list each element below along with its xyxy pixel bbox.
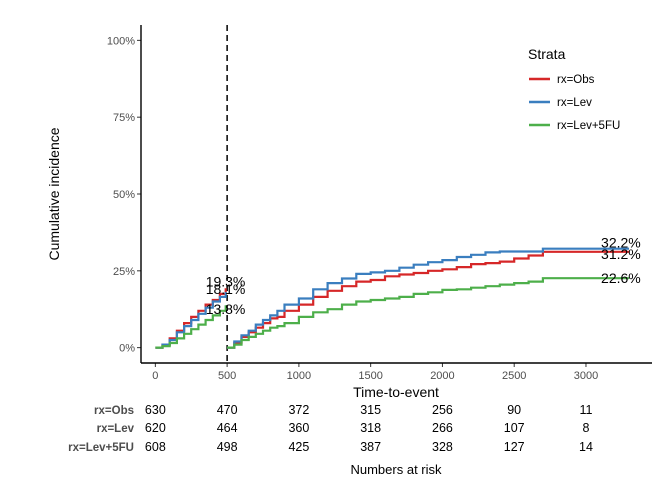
x-tick-label: 0 — [152, 370, 158, 382]
x-tick-label: 1500 — [358, 370, 382, 382]
risk-value: 608 — [145, 440, 166, 454]
risk-row-label: rx=Obs — [94, 405, 134, 417]
risk-row-label: rx=Lev — [97, 423, 135, 435]
risk-value: 127 — [504, 440, 525, 454]
risk-value: 360 — [288, 421, 309, 435]
risk-value: 372 — [288, 403, 309, 417]
y-tick-label: 25% — [113, 266, 135, 278]
end-label-rx-lev-5fu-final: 22.6% — [601, 270, 641, 286]
legend: Strata rx=Obs rx=Lev rx=Lev+5FU — [528, 46, 620, 132]
x-tick-label: 2000 — [430, 370, 454, 382]
risk-value: 14 — [579, 440, 593, 454]
risk-value: 8 — [582, 421, 589, 435]
end-label-rx-lev-landmark: 18.1% — [206, 281, 246, 297]
risk-table-title: Numbers at risk — [350, 462, 442, 477]
series-lines — [155, 247, 629, 349]
risk-value: 107 — [504, 421, 525, 435]
end-label-rx-lev-final: 32.2% — [601, 235, 641, 251]
risk-value: 425 — [288, 440, 309, 454]
y-axis-title: Cumulative incidence — [46, 127, 62, 260]
risk-value: 498 — [217, 440, 238, 454]
y-tick-label: 75% — [113, 112, 135, 124]
risk-value: 630 — [145, 403, 166, 417]
risk-value: 256 — [432, 403, 453, 417]
risk-row-label: rx=Lev+5FU — [68, 442, 134, 454]
legend-label: rx=Lev+5FU — [557, 120, 620, 132]
y-axis-ticks: 0% 25% 50% 75% 100% — [107, 35, 141, 355]
end-label-rx-obs-final: 31.2% — [601, 246, 641, 262]
risk-value: 328 — [432, 440, 453, 454]
x-axis-ticks: 0 500 1000 1500 2000 2500 3000 — [152, 363, 598, 382]
y-tick-label: 50% — [113, 189, 135, 201]
legend-title: Strata — [528, 46, 566, 62]
x-axis-title: Time-to-event — [353, 384, 439, 400]
x-tick-label: 3000 — [574, 370, 598, 382]
legend-label: rx=Lev — [557, 97, 592, 109]
x-tick-label: 1000 — [287, 370, 311, 382]
risk-value: 266 — [432, 421, 453, 435]
series-line-rx-obs-before-landmark — [155, 288, 227, 349]
legend-label: rx=Obs — [557, 74, 595, 86]
risk-table: rx=Obs 630 470 372 315 256 90 11 rx=Lev 620 464 360… — [68, 403, 593, 454]
risk-value: 387 — [360, 440, 381, 454]
risk-value: 620 — [145, 421, 166, 435]
risk-value: 90 — [507, 403, 521, 417]
series-line-rx-lev-5fu-after-landmark — [227, 277, 629, 349]
risk-value: 318 — [360, 421, 381, 435]
series-line-rx-lev-after-landmark — [227, 247, 629, 349]
end-label-rx-obs-landmark: 19.3% — [206, 273, 246, 289]
end-label-rx-lev-5fu-landmark: 13.8% — [206, 301, 246, 317]
risk-value: 11 — [579, 403, 592, 417]
series-line-rx-lev-5fu-before-landmark — [155, 305, 227, 349]
risk-value: 464 — [217, 421, 238, 435]
x-tick-label: 2500 — [502, 370, 526, 382]
y-tick-label: 0% — [119, 343, 135, 355]
y-tick-label: 100% — [107, 35, 135, 47]
risk-value: 470 — [217, 403, 238, 417]
risk-value: 315 — [360, 403, 381, 417]
series-line-rx-obs-after-landmark — [227, 250, 629, 349]
end-labels: 19.3% 31.2% 18.1% 32.2% 13.8% 22.6% — [206, 235, 641, 318]
x-tick-label: 500 — [218, 370, 236, 382]
